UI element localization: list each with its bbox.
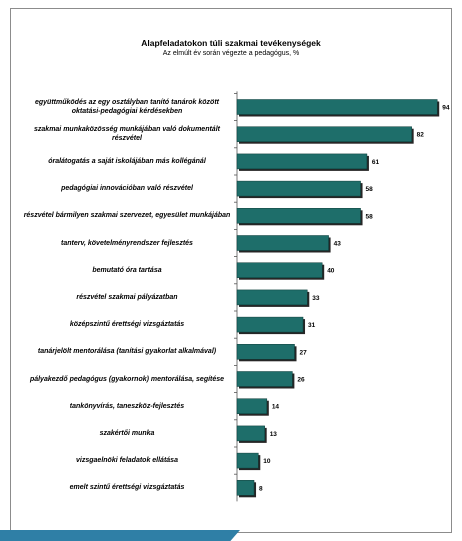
bar-value-label: 31	[308, 322, 316, 329]
bar	[236, 99, 438, 115]
bar	[236, 208, 361, 224]
bar-value-label: 13	[270, 431, 278, 438]
bar	[236, 398, 268, 414]
bar-value-label: 58	[366, 213, 374, 220]
category-label: pedagógiai innovációban való részvétel	[61, 185, 193, 193]
bar-value-label: 94	[442, 105, 450, 112]
bar-value-label: 43	[334, 241, 342, 248]
bar	[236, 316, 304, 333]
category-label: szakmai munkaközösség munkájában való do…	[34, 126, 220, 143]
bar	[236, 262, 323, 278]
chart-subtitle: Az elmúlt év során végezte a pedagógus, …	[162, 50, 300, 57]
bar-value-label: 58	[366, 186, 374, 193]
decorative-stripe	[0, 530, 240, 541]
bar	[236, 235, 329, 251]
bar-value-label: 14	[272, 404, 280, 411]
category-label: emelt szintű érettségi vizsgáztatás	[69, 484, 185, 492]
bar-value-label: 40	[327, 268, 335, 275]
chart-title: Alapfeladatokon túli szakmai tevékenység…	[141, 38, 321, 48]
bar	[236, 452, 259, 469]
bar-value-label: 33	[312, 295, 320, 302]
category-label: bemutató óra tartása	[92, 266, 162, 274]
category-label: óralátogatás a saját iskolájában más kol…	[48, 157, 206, 165]
category-label: pályakezdő pedagógus (gyakornok) mentorá…	[29, 375, 225, 383]
category-label: részvétel szakmai pályázatban	[76, 293, 178, 301]
bar	[236, 153, 368, 170]
chart-frame	[10, 8, 452, 533]
bar-value-label: 8	[259, 485, 263, 492]
category-label: együttműködés az egy osztályban tanító t…	[35, 99, 219, 115]
bar-value-label: 27	[300, 349, 308, 356]
category-label: részvétel bármilyen szakmai szervezet, e…	[23, 212, 231, 220]
bar	[236, 480, 255, 496]
bar	[236, 371, 293, 387]
bar	[236, 126, 412, 142]
bar	[236, 289, 308, 306]
bar-value-label: 61	[372, 159, 380, 166]
category-label: tanterv, követelményrendszer fejlesztés	[61, 239, 193, 247]
category-label: középszintű érettségi vizsgáztatás	[69, 321, 185, 329]
category-label: tankönyvírás, taneszköz-fejlesztés	[69, 402, 185, 410]
category-label: vizsgaelnöki feladatok ellátása	[76, 457, 178, 465]
bar-value-label: 82	[417, 132, 425, 139]
bar-value-label: 10	[263, 458, 271, 465]
bar	[236, 425, 265, 442]
bar-value-label: 26	[297, 377, 305, 384]
bar	[236, 344, 295, 360]
category-label: szakértői munka	[99, 429, 155, 437]
bar	[236, 180, 361, 197]
category-label: tanárjelölt mentorálása (tanítási gyakor…	[37, 348, 217, 356]
